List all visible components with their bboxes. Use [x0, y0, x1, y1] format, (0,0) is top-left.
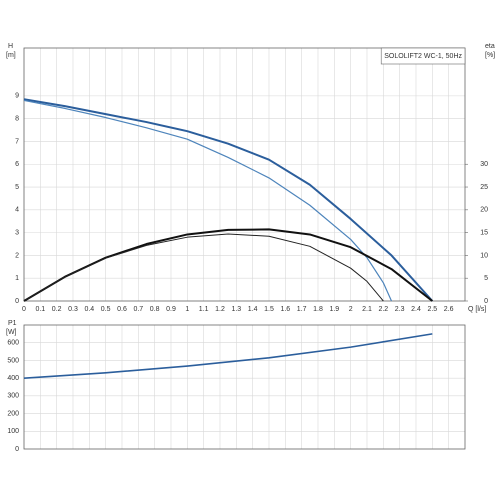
- plot-frame: [23, 324, 466, 450]
- x-tick-label: 1.9: [329, 306, 339, 313]
- x-tick-label: 2.5: [427, 306, 437, 313]
- y-tick-label: 100: [7, 428, 19, 435]
- y2-tick-label: 5: [484, 275, 488, 282]
- curve: [23, 228, 433, 302]
- y-tick-label: 7: [15, 138, 19, 145]
- x-tick-label: 2.2: [378, 306, 388, 313]
- y-axis-label: P1: [8, 320, 17, 327]
- y-tick-label: 2: [15, 252, 19, 259]
- x-tick-label: 0.2: [52, 306, 62, 313]
- x-tick-label: 0.4: [84, 306, 94, 313]
- x-tick-label: 1.5: [264, 306, 274, 313]
- x-tick-label: 1.6: [280, 306, 290, 313]
- y-tick-label: 0: [15, 298, 19, 305]
- curve: [23, 333, 433, 379]
- y-axis-label: H: [8, 43, 13, 50]
- x-tick-label: 2.4: [411, 306, 421, 313]
- x-axis-label: Q [l/s]: [468, 306, 486, 313]
- y-tick-label: 300: [7, 393, 19, 400]
- x-tick-label: 1.8: [313, 306, 323, 313]
- curve: [23, 98, 434, 302]
- x-tick-label: 1.2: [215, 306, 225, 313]
- y-tick-label: 600: [7, 340, 19, 347]
- y2-axis-unit: [%]: [485, 52, 495, 59]
- curve: [23, 233, 384, 302]
- curve: [23, 99, 393, 302]
- x-tick-label: 0.3: [68, 306, 78, 313]
- x-tick-label: 1.7: [297, 306, 307, 313]
- x-tick-label: 0: [22, 306, 26, 313]
- x-tick-label: 1.4: [248, 306, 258, 313]
- y-tick-label: 5: [15, 184, 19, 191]
- plot-frame: [23, 47, 466, 302]
- x-tick-label: 1.1: [199, 306, 209, 313]
- x-tick-label: 1: [185, 306, 189, 313]
- x-tick-label: 0.7: [133, 306, 143, 313]
- y2-tick-label: 25: [480, 184, 488, 191]
- x-tick-label: 2.6: [444, 306, 454, 313]
- y-tick-label: 200: [7, 410, 19, 417]
- y-tick-label: 400: [7, 375, 19, 382]
- y-tick-label: 8: [15, 116, 19, 123]
- y-tick-label: 3: [15, 229, 19, 236]
- x-tick-label: 0.9: [166, 306, 176, 313]
- y2-tick-label: 15: [480, 229, 488, 236]
- y-tick-label: 0: [15, 446, 19, 453]
- x-tick-label: 1.3: [231, 306, 241, 313]
- x-tick-label: 0.6: [117, 306, 127, 313]
- title-box: [380, 47, 466, 65]
- y2-tick-label: 0: [484, 298, 488, 305]
- y-tick-label: 4: [15, 207, 19, 214]
- x-tick-label: 0.1: [35, 306, 45, 313]
- y-tick-label: 500: [7, 357, 19, 364]
- y2-tick-label: 30: [480, 161, 488, 168]
- y-axis-unit: [W]: [6, 329, 17, 336]
- x-tick-label: 2.3: [395, 306, 405, 313]
- x-tick-label: 0.5: [101, 306, 111, 313]
- x-tick-label: 2: [349, 306, 353, 313]
- y-tick-label: 1: [15, 275, 19, 282]
- x-tick-label: 0.8: [150, 306, 160, 313]
- x-tick-label: 2.1: [362, 306, 372, 313]
- y2-tick-label: 20: [480, 207, 488, 214]
- y-tick-label: 6: [15, 161, 19, 168]
- chart-title: SOLOLIFT2 WC-1, 50Hz: [384, 53, 462, 60]
- y2-tick-label: 10: [480, 252, 488, 259]
- y-tick-label: 9: [15, 93, 19, 100]
- y2-axis-label: eta: [485, 43, 495, 50]
- y-axis-unit: [m]: [6, 52, 16, 59]
